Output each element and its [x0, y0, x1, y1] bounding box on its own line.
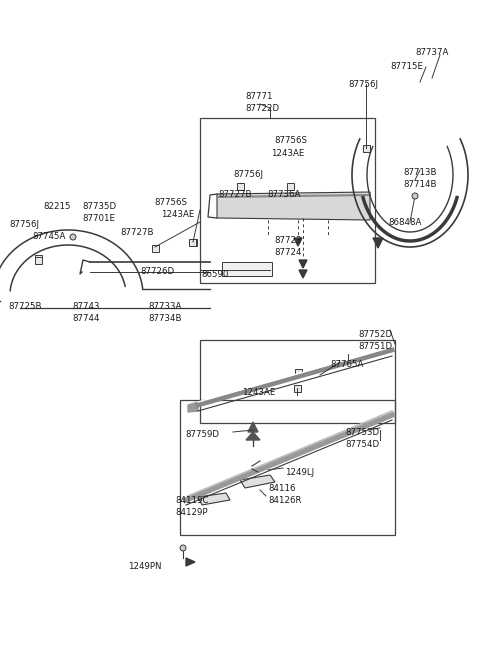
- Polygon shape: [186, 558, 195, 566]
- Text: 87756J: 87756J: [348, 80, 378, 89]
- Polygon shape: [299, 270, 307, 278]
- Text: 87756J: 87756J: [9, 220, 39, 229]
- Text: 87771: 87771: [245, 92, 273, 101]
- Text: 87737A: 87737A: [415, 48, 448, 57]
- Text: 87752D: 87752D: [358, 330, 392, 339]
- Polygon shape: [240, 475, 275, 488]
- Bar: [190, 239, 197, 246]
- Bar: [363, 145, 370, 152]
- Text: 84119C: 84119C: [175, 496, 208, 505]
- Text: 87756S: 87756S: [154, 198, 187, 207]
- Text: 1243AE: 1243AE: [242, 388, 276, 397]
- Text: 86848A: 86848A: [388, 218, 421, 227]
- Text: 1249PN: 1249PN: [128, 562, 161, 571]
- Polygon shape: [294, 238, 302, 246]
- Polygon shape: [246, 432, 260, 440]
- Polygon shape: [198, 493, 230, 505]
- Polygon shape: [299, 260, 307, 268]
- Bar: [189, 239, 196, 246]
- Bar: [152, 245, 159, 252]
- Text: 86590: 86590: [201, 270, 228, 279]
- Text: 87724: 87724: [274, 248, 301, 257]
- Polygon shape: [217, 192, 370, 220]
- Bar: [294, 385, 301, 392]
- Polygon shape: [373, 238, 383, 248]
- Text: 87723: 87723: [274, 236, 301, 245]
- Text: 87734B: 87734B: [148, 314, 181, 323]
- Text: 84129P: 84129P: [175, 508, 207, 517]
- Bar: [35, 257, 42, 264]
- Text: 87713B: 87713B: [403, 168, 436, 177]
- Text: 87727B: 87727B: [218, 190, 252, 199]
- Bar: [200, 118, 375, 283]
- Text: 87722D: 87722D: [245, 104, 279, 113]
- Circle shape: [70, 234, 76, 240]
- Text: 87736A: 87736A: [267, 190, 300, 199]
- Bar: [35, 255, 42, 262]
- Bar: [180, 400, 395, 535]
- Text: 87727B: 87727B: [120, 228, 154, 237]
- Text: 87759D: 87759D: [185, 430, 219, 439]
- Text: 87725B: 87725B: [8, 302, 41, 311]
- Text: 1243AE: 1243AE: [271, 149, 304, 158]
- Text: 87756S: 87756S: [274, 136, 307, 145]
- Polygon shape: [188, 402, 198, 412]
- Text: 87756J: 87756J: [233, 170, 263, 179]
- Text: 87726D: 87726D: [140, 267, 174, 276]
- Text: 87754D: 87754D: [345, 440, 379, 449]
- Bar: [200, 340, 395, 423]
- Bar: [295, 369, 302, 376]
- Text: 87715E: 87715E: [390, 62, 423, 71]
- Text: 87744: 87744: [72, 314, 99, 323]
- Circle shape: [180, 545, 186, 551]
- Text: 87733A: 87733A: [148, 302, 181, 311]
- Text: 84116: 84116: [268, 484, 296, 493]
- Text: 84126R: 84126R: [268, 496, 301, 505]
- Text: 87745A: 87745A: [32, 232, 65, 241]
- Bar: [287, 183, 294, 190]
- Text: 87735D: 87735D: [82, 202, 116, 211]
- Text: 87765A: 87765A: [330, 360, 363, 369]
- Bar: [237, 183, 244, 190]
- Bar: [222, 262, 272, 276]
- Text: 87743: 87743: [72, 302, 99, 311]
- Circle shape: [412, 193, 418, 199]
- Text: 82215: 82215: [43, 202, 71, 211]
- Text: 87753D: 87753D: [345, 428, 379, 437]
- Polygon shape: [248, 422, 258, 432]
- Text: 1243AE: 1243AE: [161, 210, 194, 219]
- Text: 1249LJ: 1249LJ: [285, 468, 314, 477]
- Text: 87751D: 87751D: [358, 342, 392, 351]
- Text: 87714B: 87714B: [403, 180, 436, 189]
- Text: 87701E: 87701E: [82, 214, 115, 223]
